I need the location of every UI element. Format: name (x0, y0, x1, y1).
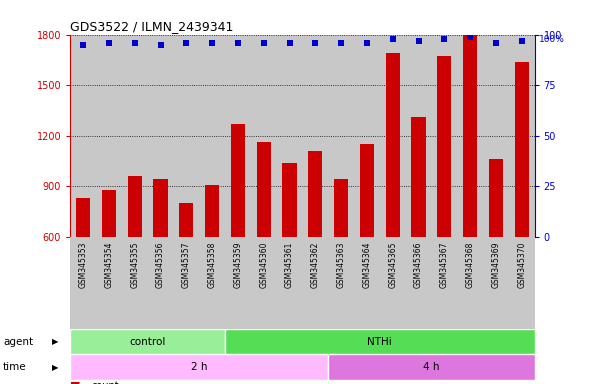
Bar (70, 354, 328, 380)
Bar (128, 176, 142, 237)
Bar (328, 354, 535, 380)
Bar (153, 179, 167, 237)
Bar (360, 144, 374, 237)
Text: 4 h: 4 h (423, 362, 440, 372)
Bar (205, 185, 219, 237)
Text: GSM345358: GSM345358 (208, 242, 217, 288)
Text: GSM345365: GSM345365 (388, 242, 397, 288)
Text: count: count (92, 381, 119, 384)
Text: GSM345367: GSM345367 (440, 242, 449, 288)
Bar (70, 329, 225, 354)
Point (233, 40, 243, 46)
Text: GSM345359: GSM345359 (233, 242, 243, 288)
Point (285, 40, 295, 46)
Text: GSM345361: GSM345361 (285, 242, 294, 288)
Bar (463, 35, 477, 237)
Text: NTHi: NTHi (367, 336, 392, 346)
Bar (225, 329, 535, 354)
Point (78, 41, 88, 48)
Text: ■: ■ (70, 381, 81, 384)
Text: GSM345370: GSM345370 (518, 242, 526, 288)
Point (517, 38, 527, 44)
Bar (257, 142, 271, 237)
Text: GSM345364: GSM345364 (362, 242, 371, 288)
Text: GSM345354: GSM345354 (104, 242, 114, 288)
Text: GSM345369: GSM345369 (491, 242, 500, 288)
Point (310, 40, 320, 46)
Bar (514, 61, 529, 237)
Point (336, 40, 346, 46)
Bar (334, 179, 348, 237)
Text: control: control (130, 336, 166, 346)
Text: GSM345363: GSM345363 (337, 242, 346, 288)
Point (388, 36, 398, 42)
Text: GSM345353: GSM345353 (79, 242, 87, 288)
Point (362, 40, 372, 46)
Text: 100%: 100% (540, 35, 565, 43)
Text: GSM345356: GSM345356 (156, 242, 165, 288)
Text: ▶: ▶ (51, 363, 58, 372)
Bar (437, 56, 452, 237)
Point (491, 40, 501, 46)
Point (207, 40, 217, 46)
Text: GSM345357: GSM345357 (182, 242, 191, 288)
Bar (489, 159, 503, 237)
Bar (282, 163, 297, 237)
Point (439, 36, 449, 42)
Text: 2 h: 2 h (191, 362, 208, 372)
Bar (309, 151, 323, 237)
Text: GDS3522 / ILMN_2439341: GDS3522 / ILMN_2439341 (70, 20, 233, 33)
Text: ▶: ▶ (51, 337, 58, 346)
Text: GSM345360: GSM345360 (259, 242, 268, 288)
Point (104, 40, 114, 46)
Point (465, 33, 475, 40)
Text: GSM345366: GSM345366 (414, 242, 423, 288)
Point (259, 40, 269, 46)
Bar (179, 203, 194, 237)
Bar (76, 198, 90, 237)
Bar (231, 124, 245, 237)
Point (130, 40, 140, 46)
Text: GSM345362: GSM345362 (311, 242, 320, 288)
Text: agent: agent (3, 336, 33, 346)
Bar (102, 190, 116, 237)
Point (414, 38, 423, 44)
Text: GSM345355: GSM345355 (130, 242, 139, 288)
Text: time: time (3, 362, 27, 372)
Bar (386, 53, 400, 237)
Point (181, 40, 191, 46)
Text: GSM345368: GSM345368 (466, 242, 475, 288)
Point (156, 41, 166, 48)
Bar (411, 117, 426, 237)
